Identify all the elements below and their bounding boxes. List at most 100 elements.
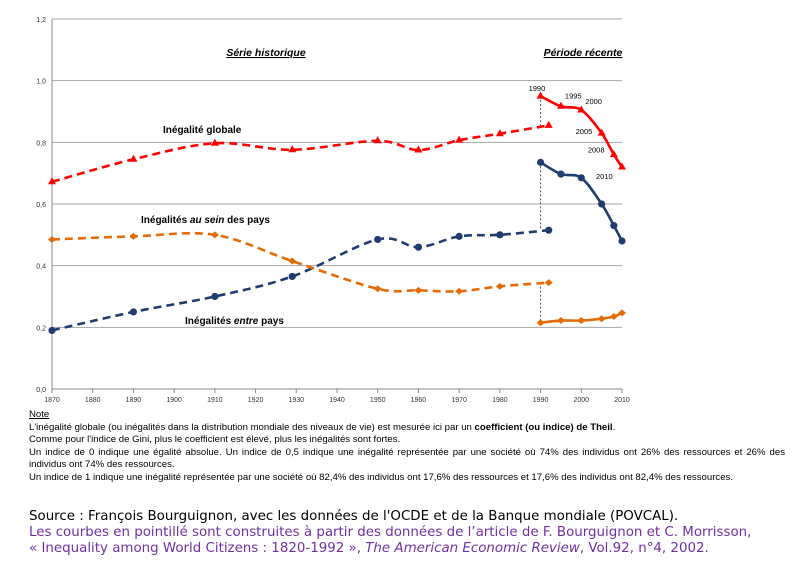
data-point — [211, 292, 219, 301]
y-tick-label: 0,0 — [36, 387, 46, 394]
data-point — [544, 120, 553, 128]
data-point — [288, 257, 297, 265]
citation-journal: The American Economic Review — [365, 541, 580, 556]
data-point — [210, 138, 219, 146]
note-line-4: Un indice de 1 indique une inégalité rep… — [29, 471, 733, 483]
series-label-global: Inégalité globale — [163, 125, 242, 136]
data-point — [48, 235, 56, 243]
data-point — [414, 243, 423, 251]
data-point — [373, 136, 382, 144]
series-line — [51, 228, 549, 332]
label-part: pays — [258, 316, 284, 327]
data-point — [210, 231, 219, 239]
x-tick-label: 1990 — [533, 397, 549, 404]
data-point — [288, 272, 296, 281]
y-tick-label: 0,4 — [36, 264, 46, 271]
source-block: Source : François Bourguignon, avec les … — [29, 509, 789, 557]
x-tick-label: 1930 — [288, 397, 304, 404]
x-tick-label: 1940 — [329, 397, 345, 404]
data-point — [495, 129, 504, 137]
x-tick-label: 1910 — [207, 397, 223, 404]
x-tick-label: 2010 — [614, 397, 630, 404]
data-point — [597, 315, 606, 323]
data-point — [609, 150, 618, 158]
x-tick-label: 1880 — [85, 397, 101, 404]
data-point — [536, 91, 545, 99]
label-part: des pays — [224, 215, 270, 226]
label-part: au sein — [190, 215, 224, 226]
x-tick-label: 1960 — [411, 397, 427, 404]
y-tick-label: 0,2 — [36, 325, 46, 332]
inequality-chart: 0,0 0,2 0,4 0,6 0,8 1,0 1,2 1870 1880 1890 1900 191… — [36, 17, 630, 404]
point-label: 2010 — [596, 172, 613, 181]
source-citation: « Inequality among World Citizens : 1820… — [29, 541, 789, 557]
note-text: L'inégalité globale (ou inégalités dans … — [29, 421, 475, 433]
y-tick-label: 1,2 — [36, 17, 46, 24]
data-point — [48, 326, 56, 335]
data-point — [374, 235, 382, 244]
x-tick-label: 1900 — [166, 397, 182, 404]
note-block: Note L'inégalité globale (ou inégalités … — [29, 409, 785, 485]
note-line-1: L'inégalité globale (ou inégalités dans … — [29, 422, 785, 435]
source-line: Source : François Bourguignon, avec les … — [29, 509, 679, 524]
data-point — [618, 309, 626, 317]
series-label-between: Inégalités entre pays — [185, 316, 284, 327]
point-label: 2000 — [585, 97, 602, 106]
note-text: . — [612, 421, 616, 433]
data-point — [556, 101, 565, 109]
data-point — [414, 286, 423, 294]
x-tick-label: 1950 — [370, 397, 386, 404]
data-point — [455, 287, 464, 295]
data-point — [545, 226, 553, 234]
data-point — [288, 145, 297, 153]
citation-volume: , Vol.92, n°4, 2002. — [579, 541, 709, 556]
data-point — [597, 128, 606, 136]
label-part: entre — [234, 316, 259, 327]
series-line — [51, 124, 549, 184]
point-label: 2008 — [588, 146, 605, 155]
data-point — [536, 158, 545, 166]
data-point — [618, 237, 626, 245]
data-point — [455, 135, 464, 143]
data-point — [610, 221, 618, 230]
x-tick-label: 1920 — [248, 397, 264, 404]
section-label-recent: Période récente — [544, 47, 623, 59]
y-tick-label: 0,6 — [36, 202, 46, 209]
data-point — [495, 282, 504, 290]
data-point — [129, 232, 138, 240]
data-point — [129, 154, 138, 162]
data-point — [536, 319, 545, 327]
series-label-within: Inégalités au sein des pays — [141, 215, 270, 226]
data-point — [129, 308, 138, 316]
data-point — [373, 285, 382, 293]
data-point — [618, 162, 626, 170]
data-point — [609, 313, 618, 321]
x-tick-label: 1980 — [492, 397, 508, 404]
data-point — [556, 317, 565, 325]
y-tick-label: 1,0 — [36, 79, 46, 86]
data-point — [557, 170, 565, 178]
y-tick-label: 0,8 — [36, 140, 46, 147]
series-line — [51, 231, 549, 293]
data-point — [48, 177, 56, 185]
note-bold: coefficient (ou indice) de Theil — [474, 421, 613, 433]
x-tick-label: 2000 — [573, 397, 589, 404]
data-point — [414, 145, 423, 153]
note-line-2: Comme pour l'indice de Gini, plus le coe… — [29, 434, 401, 446]
data-point — [577, 317, 586, 325]
data-point — [496, 231, 504, 239]
data-point — [455, 232, 463, 240]
x-tick-label: 1870 — [44, 397, 60, 404]
note-title: Note — [29, 409, 50, 420]
source-dashed-note: Les courbes en pointillé sont construite… — [29, 525, 752, 540]
point-label: 2005 — [576, 127, 593, 136]
point-label: 1990 — [529, 84, 546, 93]
x-tick-label: 1970 — [451, 397, 467, 404]
label-part: Inégalités — [185, 316, 234, 327]
citation-title: « Inequality among World Citizens : 1820… — [29, 541, 366, 556]
label-part: Inégalités — [141, 215, 190, 226]
x-tick-label: 1890 — [126, 397, 142, 404]
data-point — [598, 200, 606, 208]
note-line-3: Un indice de 0 indique une égalité absol… — [29, 446, 785, 471]
point-label: 1995 — [565, 91, 582, 100]
